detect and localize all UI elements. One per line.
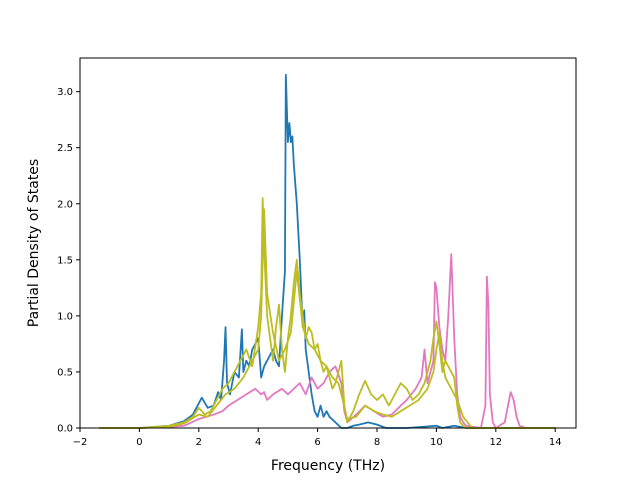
x-axis: −2 0 2 4 6 8 10 12 14: [73, 428, 562, 448]
plot-frame: [79, 57, 577, 429]
y-tick-label: 1.5: [57, 255, 73, 266]
series-line-2: [99, 253, 556, 429]
x-tick-label: 10: [430, 437, 443, 448]
series-layer: [99, 73, 556, 429]
y-tick-label: 1.0: [57, 311, 73, 322]
x-tick-label: 6: [314, 437, 320, 448]
y-tick-label: 0.5: [57, 367, 73, 378]
y-tick-label: 2.0: [57, 199, 73, 210]
x-tick-label: 0: [136, 437, 142, 448]
y-tick-label: 2.5: [57, 143, 73, 154]
y-axis-title: Partial Density of States: [26, 159, 42, 327]
series-line-4: [99, 208, 556, 429]
x-tick-label: 12: [489, 437, 502, 448]
x-tick-label: 4: [255, 437, 261, 448]
y-tick-label: 0.0: [57, 424, 73, 435]
x-tick-label: 14: [549, 437, 562, 448]
x-tick-label: 8: [374, 437, 380, 448]
y-axis: 0.0 0.5 1.0 1.5 2.0 2.5 3.0: [57, 87, 80, 435]
x-axis-title: Frequency (THz): [271, 458, 385, 474]
series-line-1: [99, 73, 556, 429]
y-tick-label: 3.0: [57, 87, 73, 98]
x-tick-label: −2: [73, 437, 88, 448]
x-tick-label: 2: [196, 437, 202, 448]
